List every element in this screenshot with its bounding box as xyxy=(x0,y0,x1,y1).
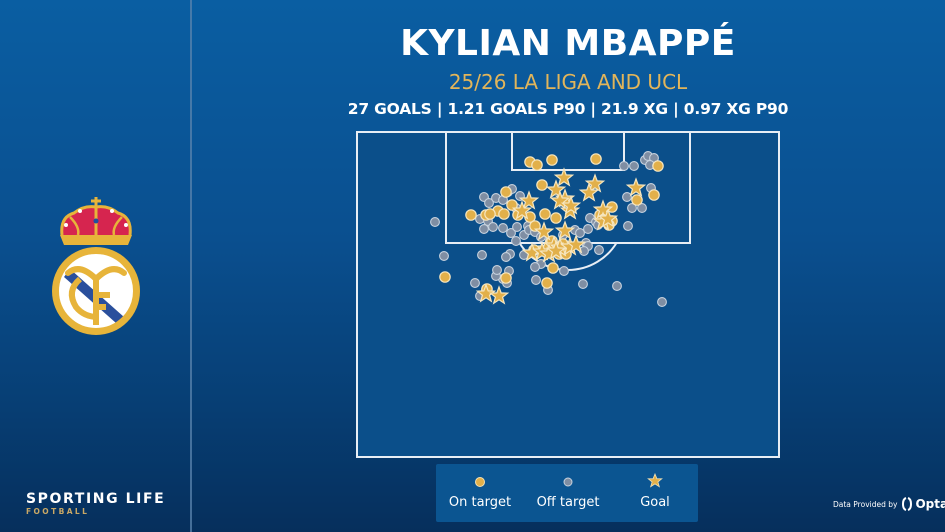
on-target-marker xyxy=(465,209,477,221)
legend-item-off-target: Off target xyxy=(524,464,612,522)
publisher-sub: FOOTBALL xyxy=(26,507,90,516)
off-target-marker xyxy=(492,265,502,275)
goal-marker xyxy=(518,190,540,210)
pitch-outline xyxy=(356,131,780,458)
vertical-divider xyxy=(190,0,192,532)
off-target-marker xyxy=(488,222,498,232)
goal-marker xyxy=(545,179,567,199)
off-target-marker xyxy=(627,203,637,213)
on-target-marker xyxy=(546,154,558,166)
off-target-marker xyxy=(501,252,511,262)
off-target-marker xyxy=(575,228,585,238)
on-target-marker xyxy=(498,208,510,220)
off-target-marker xyxy=(622,192,632,202)
sporting-life-logo: SPORTING LIFE FOOTBALL xyxy=(26,491,165,517)
off-target-marker xyxy=(430,217,440,227)
off-target-marker xyxy=(477,250,487,260)
data-provider-label: Data Provided by xyxy=(833,499,898,509)
on-target-marker xyxy=(631,194,643,206)
goal-marker xyxy=(488,285,510,305)
off-target-marker xyxy=(619,161,629,171)
on-target-marker xyxy=(484,208,496,220)
off-target-marker xyxy=(657,297,667,307)
off-target-marker xyxy=(512,222,522,232)
goal-marker xyxy=(584,173,606,193)
pitch-markings xyxy=(356,131,780,458)
off-target-marker xyxy=(484,198,494,208)
real-madrid-crest-icon xyxy=(52,197,140,335)
off-target-marker xyxy=(511,236,521,246)
off-target-marker xyxy=(629,161,639,171)
off-target-marker xyxy=(578,279,588,289)
goal-marker xyxy=(578,182,600,202)
off-target-marker xyxy=(439,251,449,261)
goal-marker xyxy=(475,283,497,303)
data-provider-name: Opta xyxy=(915,497,945,511)
off-target-marker xyxy=(559,266,569,276)
off-target-marker xyxy=(637,203,647,213)
on-target-marker xyxy=(536,179,548,191)
off-target-marker xyxy=(470,278,480,288)
publisher-name: SPORTING LIFE xyxy=(26,491,166,507)
goal-marker xyxy=(560,195,582,215)
goal-shots xyxy=(475,167,647,305)
six-yard-box xyxy=(511,131,625,171)
on-target-marker xyxy=(541,277,553,289)
on-target-marker xyxy=(652,160,664,172)
goal-marker xyxy=(511,200,533,220)
on-target-marker xyxy=(547,262,559,274)
on-target-marker xyxy=(539,208,551,220)
on-target-marker xyxy=(590,153,602,165)
legend-label: Off target xyxy=(536,495,600,510)
off-target-marker-icon xyxy=(563,477,573,487)
on-target-marker xyxy=(439,271,451,283)
on-target-marker xyxy=(648,189,660,201)
on-target-marker xyxy=(531,159,543,171)
goal-marker xyxy=(545,240,567,260)
goal-marker xyxy=(533,221,555,241)
off-target-marker xyxy=(623,221,633,231)
goal-marker xyxy=(625,177,647,197)
competition-subtitle: 25/26 LA LIGA AND UCL xyxy=(448,70,688,94)
goal-marker xyxy=(549,190,571,210)
goal-marker xyxy=(553,167,575,187)
off-target-marker xyxy=(583,224,593,234)
off-target-marker xyxy=(498,223,508,233)
opta-logo-icon xyxy=(902,497,913,511)
off-target-marker xyxy=(479,224,489,234)
data-provider-credit: Data Provided by Opta xyxy=(833,497,945,511)
off-target-marker xyxy=(531,275,541,285)
goal-marker xyxy=(565,234,587,254)
on-target-marker-icon xyxy=(475,477,485,487)
goal-marker xyxy=(597,208,619,228)
legend-item-goal: Goal xyxy=(612,464,698,522)
off-target-marker xyxy=(612,281,622,291)
player-name-title: KYLIAN MBAPPÉ xyxy=(400,23,736,64)
legend-label: Goal xyxy=(640,495,670,510)
on-target-marker xyxy=(550,212,562,224)
summary-stats: 27 GOALS | 1.21 GOALS P90 | 21.9 XG | 0.… xyxy=(347,100,789,118)
off-target-marker xyxy=(530,262,540,272)
off-target-shots xyxy=(430,151,667,307)
on-target-marker xyxy=(500,272,512,284)
off-target-marker xyxy=(506,228,516,238)
on-target-marker xyxy=(500,186,512,198)
legend: On target Off target Goal xyxy=(436,464,698,522)
legend-label: On target xyxy=(448,495,512,510)
off-target-marker xyxy=(594,245,604,255)
legend-item-on-target: On target xyxy=(436,464,524,522)
goal-marker xyxy=(554,220,576,240)
goal-star-icon xyxy=(647,473,663,488)
